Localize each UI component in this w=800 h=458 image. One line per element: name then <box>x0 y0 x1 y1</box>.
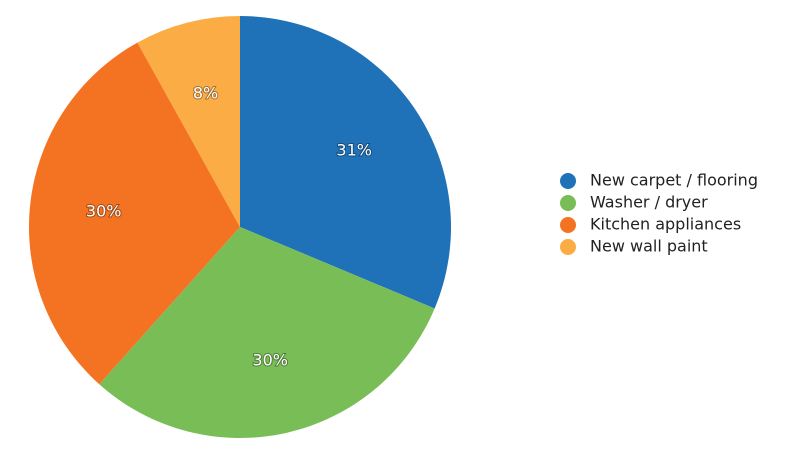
legend-marker <box>560 173 576 189</box>
slice-label: 31% <box>336 141 372 160</box>
pie-slice <box>240 16 452 309</box>
slice-label: 30% <box>252 350 288 369</box>
pie-slice <box>99 227 435 439</box>
pie-slice <box>137 16 240 227</box>
pie-slice <box>28 42 241 385</box>
slice-label: 8% <box>193 84 218 103</box>
legend-label: New carpet / flooring <box>590 171 758 190</box>
slice-label: 30% <box>86 201 122 220</box>
legend-label: New wall paint <box>590 237 708 256</box>
legend-marker <box>560 239 576 255</box>
legend-label: Washer / dryer <box>590 193 708 212</box>
legend-marker <box>560 217 576 233</box>
legend-label: Kitchen appliances <box>590 215 741 234</box>
legend-marker <box>560 195 576 211</box>
